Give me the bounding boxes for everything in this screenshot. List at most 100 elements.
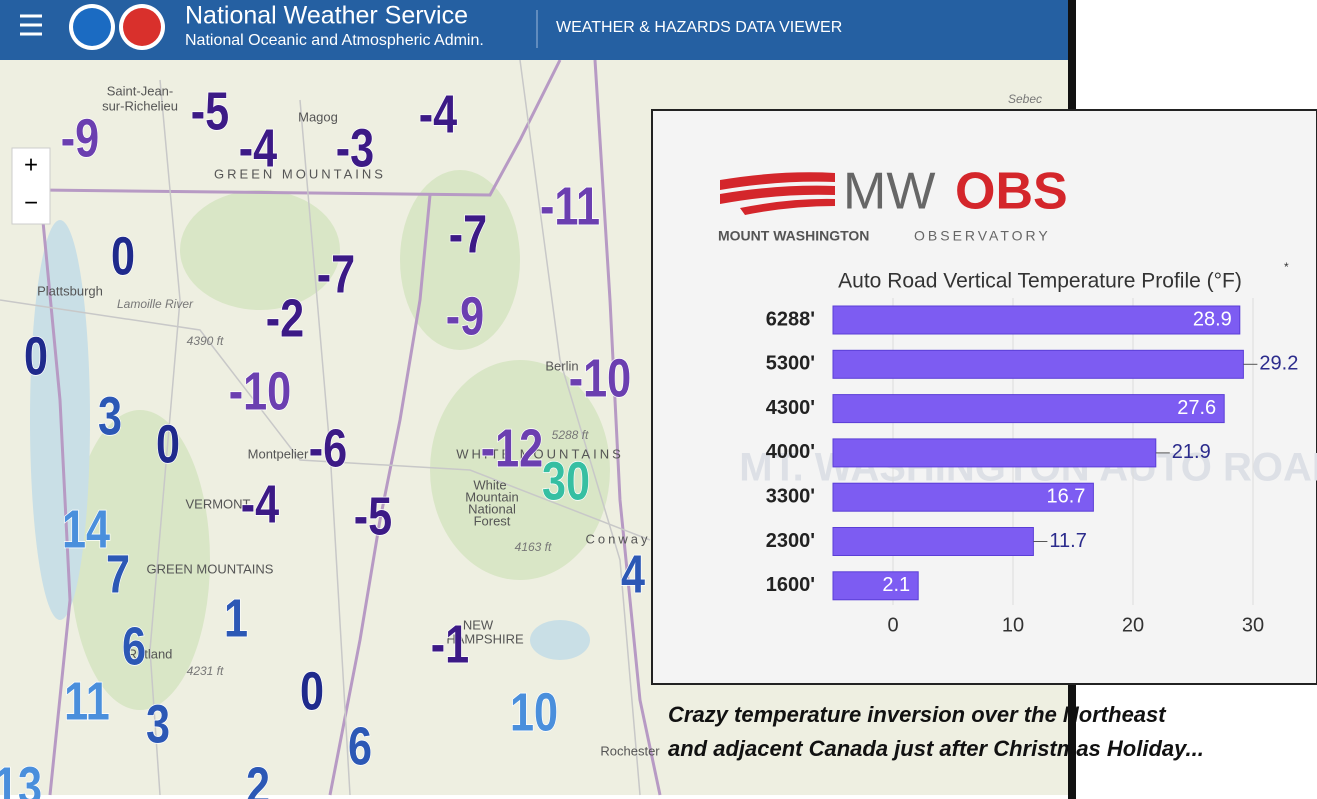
bar	[832, 571, 919, 601]
temperature-label: 30	[542, 452, 590, 512]
caption-line: and adjacent Canada just after Christmas…	[668, 736, 1204, 761]
place-label: sur-Richelieu	[102, 98, 178, 113]
place-label: Lamoille River	[117, 297, 194, 311]
value-label: 21.9	[1172, 441, 1211, 463]
temperature-label: -4	[419, 85, 457, 145]
bar	[832, 394, 1225, 424]
temperature-label: -1	[431, 615, 469, 675]
temperature-label: -2	[266, 289, 304, 349]
temperature-label: -10	[569, 349, 631, 409]
temperature-label: 0	[24, 327, 48, 387]
place-label: Berlin	[545, 358, 578, 373]
place-label: Montpelier	[248, 446, 309, 461]
place-label: Mountain	[465, 489, 518, 504]
y-tick-label: 4000'	[766, 441, 815, 463]
temperature-label: 3	[98, 387, 122, 447]
temperature-label: -9	[61, 109, 99, 169]
temperature-label: 11	[64, 672, 110, 732]
value-label: 16.7	[1046, 485, 1085, 507]
temperature-label: 0	[111, 227, 135, 287]
title-note: *	[1284, 260, 1289, 274]
y-tick-label: 2300'	[766, 530, 815, 552]
place-label: Rochester	[600, 743, 660, 758]
temperature-label: -12	[481, 419, 543, 479]
menu-icon[interactable]	[20, 14, 42, 36]
temperature-label: 0	[156, 415, 180, 475]
y-tick-label: 3300'	[766, 485, 815, 507]
bar	[832, 438, 1157, 468]
place-label: VERMONT	[186, 496, 251, 511]
y-tick-label: 5300'	[766, 353, 815, 375]
y-tick-label: 1600'	[766, 574, 815, 596]
temperature-label: 6	[348, 717, 372, 777]
temperature-label: -11	[540, 177, 600, 237]
x-tick-label: 30	[1242, 614, 1264, 636]
x-tick-label: 10	[1002, 614, 1024, 636]
bar	[832, 482, 1094, 512]
place-label: GREEN MOUNTAINS	[147, 561, 274, 576]
logo-emphasis: OBS	[955, 163, 1068, 221]
temperature-label: -7	[317, 245, 355, 305]
temperature-label: 2	[246, 757, 270, 799]
temperature-label: 13	[0, 757, 42, 799]
place-label: GREEN MOUNTAINS	[214, 166, 386, 181]
zoom-control	[11, 147, 51, 225]
place-label: 4390 ft	[187, 334, 224, 348]
bar	[832, 349, 1244, 379]
temperature-label: 1	[224, 589, 248, 649]
place-label: Rutland	[128, 646, 173, 661]
temperature-label: 6	[122, 617, 146, 677]
zoom-in[interactable]: +	[24, 151, 38, 178]
bar	[832, 305, 1241, 335]
temperature-label: -7	[449, 205, 487, 265]
map-roads	[0, 59, 651, 796]
header-subtitle: National Oceanic and Atmospheric Admin.	[185, 32, 484, 49]
logo-suffix: OBSERVATORY	[914, 228, 1051, 244]
temperature-label: 7	[106, 545, 130, 605]
header-bar	[0, 0, 1068, 60]
place-label: 4163 ft	[515, 540, 552, 554]
temperature-label: -4	[239, 119, 277, 179]
place-label: 4231 ft	[187, 664, 224, 678]
place-label: Sebec	[1008, 92, 1042, 106]
x-tick-label: 0	[887, 614, 898, 636]
place-label: White	[473, 477, 506, 492]
place-label: 5288 ft	[552, 428, 589, 442]
logo-name: MOUNT WASHINGTON	[718, 228, 869, 244]
temperature-label: -5	[191, 82, 229, 142]
place-label: HAMPSHIRE	[446, 631, 524, 646]
temperature-label: 4	[621, 545, 645, 605]
temperature-label: -10	[229, 362, 291, 422]
temperature-label: -9	[446, 287, 484, 347]
value-label: 28.9	[1193, 308, 1232, 330]
place-label: Magog	[298, 109, 338, 124]
nws-logo	[123, 8, 161, 46]
x-tick-label: 20	[1122, 614, 1144, 636]
noaa-logo	[73, 8, 111, 46]
place-label: Saint-Jean-	[107, 83, 173, 98]
y-tick-label: 4300'	[766, 397, 815, 419]
app-name: WEATHER & HAZARDS DATA VIEWER	[556, 19, 842, 36]
value-label: 29.2	[1259, 353, 1298, 375]
logo-mark: MW	[843, 163, 935, 221]
place-label: Plattsburgh	[37, 283, 103, 298]
temperature-label: -6	[309, 419, 347, 479]
place-label: National	[468, 501, 516, 516]
zoom-out[interactable]: −	[24, 189, 38, 216]
logo-swoosh	[720, 172, 835, 215]
place-label: WHITE MOUNTAINS	[456, 446, 624, 461]
temperature-label: 3	[146, 695, 170, 755]
temperature-label: -4	[241, 475, 279, 535]
header-title: National Weather Service	[185, 2, 468, 30]
value-label: 2.1	[882, 574, 910, 596]
temperature-label: -5	[354, 487, 392, 547]
place-label: Forest	[474, 513, 511, 528]
value-label: 27.6	[1177, 397, 1216, 419]
bar	[832, 527, 1034, 556]
chart-title: Auto Road Vertical Temperature Profile (…	[838, 270, 1242, 293]
y-tick-label: 6288'	[766, 308, 815, 330]
map-borders	[38, 59, 662, 796]
temperature-label: -3	[336, 119, 374, 179]
place-label: NEW	[463, 617, 494, 632]
